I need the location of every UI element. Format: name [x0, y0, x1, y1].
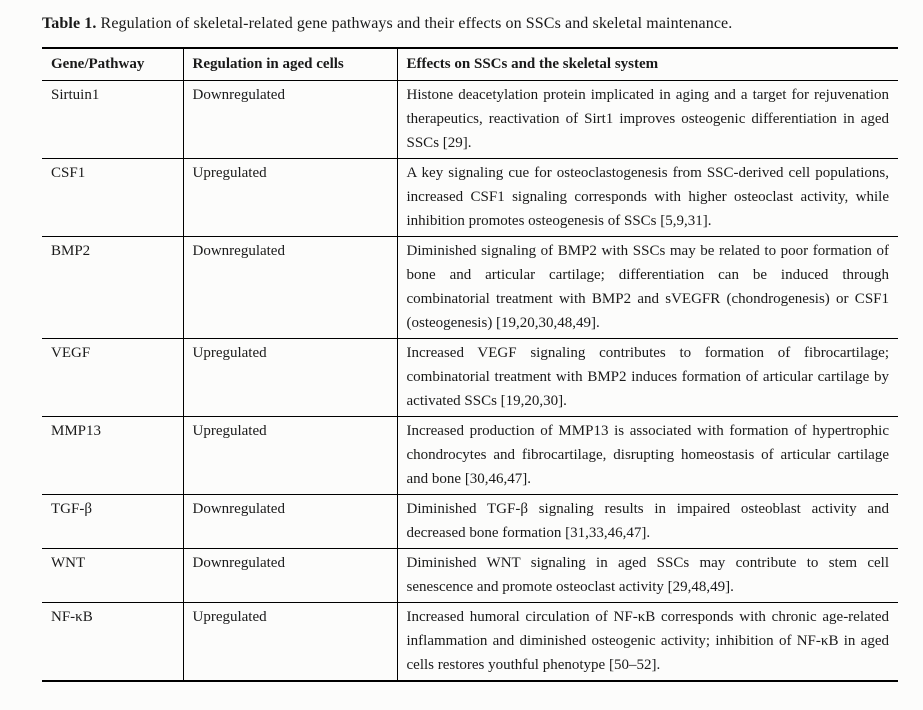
effects-cell: Increased humoral circulation of NF-κB c…	[406, 609, 890, 673]
regulation-cell: Downregulated	[183, 494, 398, 549]
gene-cell: Sirtuin1	[42, 80, 184, 159]
table-row: WNT Downregulated Diminished WNT signali…	[42, 548, 898, 603]
regulation-cell: Upregulated	[183, 416, 398, 495]
regulation-cell: Downregulated	[183, 548, 398, 603]
table-row: MMP13 Upregulated Increased production o…	[42, 416, 898, 495]
gene-pathway-table: Gene/Pathway Regulation in aged cells Ef…	[42, 47, 898, 682]
table-row: Sirtuin1 Downregulated Histone deacetyla…	[42, 80, 898, 159]
regulation-cell: Downregulated	[183, 236, 398, 339]
gene-cell: VEGF	[42, 338, 184, 417]
regulation-cell: Upregulated	[183, 602, 398, 681]
regulation-cell: Upregulated	[183, 158, 398, 237]
gene-cell: CSF1	[42, 158, 184, 237]
table-row: BMP2 Downregulated Diminished signaling …	[42, 236, 898, 339]
table-row: CSF1 Upregulated A key signaling cue for…	[42, 158, 898, 237]
header-effects: Effects on SSCs and the skeletal system	[397, 48, 898, 81]
regulation-cell: Downregulated	[183, 80, 398, 159]
effects-cell: Diminished WNT signaling in aged SSCs ma…	[397, 548, 898, 603]
effects-cell: Increased VEGF signaling contributes to …	[397, 338, 898, 417]
table-caption-text: Regulation of skeletal-related gene path…	[96, 15, 733, 32]
gene-cell: BMP2	[42, 236, 184, 339]
effects-cell: Diminished signaling of BMP2 with SSCs m…	[397, 236, 898, 339]
table-caption: Table 1. Regulation of skeletal-related …	[42, 13, 898, 35]
gene-cell: WNT	[42, 548, 184, 603]
effects-cell: Increased production of MMP13 is associa…	[397, 416, 898, 495]
table-caption-label: Table 1.	[42, 15, 97, 32]
page: Table 1. Regulation of skeletal-related …	[42, 13, 898, 682]
header-gene-pathway: Gene/Pathway	[42, 48, 184, 81]
table-row: VEGF Upregulated Increased VEGF signalin…	[42, 338, 898, 417]
table-row: TGF-β Downregulated Diminished TGF-β sig…	[42, 494, 898, 549]
header-regulation: Regulation in aged cells	[183, 48, 398, 81]
gene-cell: MMP13	[42, 416, 184, 495]
effects-cell: Histone deacetylation protein implicated…	[397, 80, 898, 159]
effects-cell: A key signaling cue for osteoclastogenes…	[397, 158, 898, 237]
table-row: NF-κB Upregulated Increased humoral circ…	[42, 602, 898, 681]
effects-cell: Diminished TGF-β signaling results in im…	[397, 494, 898, 549]
gene-cell: TGF-β	[42, 494, 184, 549]
header-row: Gene/Pathway Regulation in aged cells Ef…	[42, 48, 898, 81]
gene-cell: NF-κB	[42, 602, 184, 681]
regulation-cell: Upregulated	[183, 338, 398, 417]
